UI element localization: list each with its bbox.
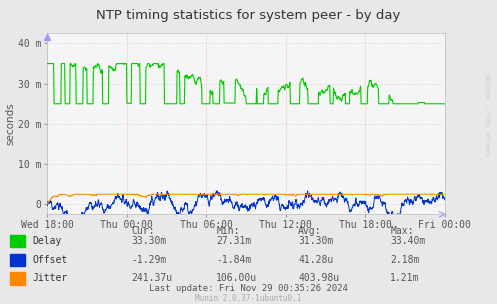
Text: Munin 2.0.37-1ubuntu0.1: Munin 2.0.37-1ubuntu0.1 [195,294,302,303]
Text: 1.21m: 1.21m [390,274,419,283]
Text: 2.18m: 2.18m [390,255,419,264]
Text: 241.37u: 241.37u [132,274,173,283]
Text: Min:: Min: [216,226,240,237]
Text: 31.30m: 31.30m [298,236,333,246]
Text: 106.00u: 106.00u [216,274,257,283]
Text: Cur:: Cur: [132,226,155,237]
Text: -1.84m: -1.84m [216,255,251,264]
Text: Last update: Fri Nov 29 00:35:26 2024: Last update: Fri Nov 29 00:35:26 2024 [149,284,348,293]
Y-axis label: seconds: seconds [5,102,15,145]
Text: 33.40m: 33.40m [390,236,425,246]
Text: RRDTOOL / TOBI OETIKER: RRDTOOL / TOBI OETIKER [485,74,490,157]
Text: Avg:: Avg: [298,226,322,237]
Text: Jitter: Jitter [32,274,68,283]
Text: 27.31m: 27.31m [216,236,251,246]
Text: Max:: Max: [390,226,414,237]
Text: 33.30m: 33.30m [132,236,167,246]
Text: Offset: Offset [32,255,68,264]
Text: 41.28u: 41.28u [298,255,333,264]
Text: -1.29m: -1.29m [132,255,167,264]
Text: NTP timing statistics for system peer - by day: NTP timing statistics for system peer - … [96,9,401,22]
Text: Delay: Delay [32,236,62,246]
Text: 403.98u: 403.98u [298,274,339,283]
